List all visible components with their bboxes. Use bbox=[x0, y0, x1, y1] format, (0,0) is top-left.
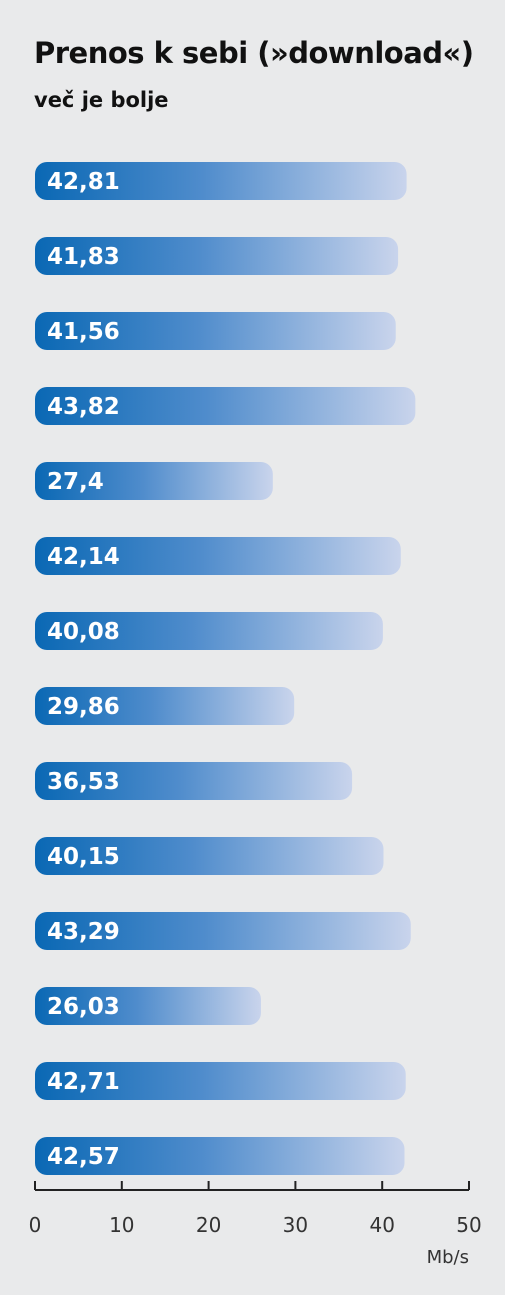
chart-subtitle: več je bolje bbox=[34, 88, 169, 112]
x-tick-label: 20 bbox=[196, 1213, 221, 1237]
bar-value-label: 42,14 bbox=[47, 544, 120, 570]
x-axis-unit: Mb/s bbox=[426, 1247, 469, 1268]
bar-value-label: 41,56 bbox=[47, 319, 120, 345]
bar-value-label: 40,08 bbox=[47, 619, 120, 645]
bar bbox=[35, 1062, 406, 1100]
x-tick-label: 10 bbox=[109, 1213, 134, 1237]
bar-value-label: 42,71 bbox=[47, 1069, 120, 1095]
bar-value-label: 29,86 bbox=[47, 694, 120, 720]
bar bbox=[35, 762, 353, 800]
bar bbox=[35, 462, 273, 500]
bars-group: 42,81 41,83 41,56 43,82 27,4 42,14 40,08 29,86 3… bbox=[35, 162, 416, 1175]
x-axis: 0 10 20 30 40 50 bbox=[29, 1181, 482, 1237]
bar-value-label: 43,82 bbox=[47, 394, 120, 420]
bar-value-label: 43,29 bbox=[47, 919, 120, 945]
bar-value-label: 26,03 bbox=[47, 994, 120, 1020]
bar bbox=[35, 912, 411, 950]
bar bbox=[35, 837, 384, 875]
bar-value-label: 41,83 bbox=[47, 244, 120, 270]
x-tick-label: 0 bbox=[29, 1213, 42, 1237]
bar bbox=[35, 312, 396, 350]
bar-value-label: 36,53 bbox=[47, 769, 120, 795]
bar bbox=[35, 237, 399, 275]
bar-value-label: 27,4 bbox=[47, 469, 104, 495]
bar bbox=[35, 987, 261, 1025]
bar bbox=[35, 162, 407, 200]
bar bbox=[35, 687, 295, 725]
bar-value-label: 42,57 bbox=[47, 1144, 120, 1170]
chart-title: Prenos k sebi (»download«) bbox=[34, 36, 474, 70]
bar bbox=[35, 387, 416, 425]
bar bbox=[35, 1137, 405, 1175]
bar-value-label: 40,15 bbox=[47, 844, 120, 870]
bar-value-label: 42,81 bbox=[47, 169, 120, 195]
x-tick-label: 50 bbox=[456, 1213, 481, 1237]
x-tick-label: 30 bbox=[283, 1213, 308, 1237]
x-tick-label: 40 bbox=[369, 1213, 394, 1237]
bar bbox=[35, 537, 401, 575]
bar bbox=[35, 612, 383, 650]
